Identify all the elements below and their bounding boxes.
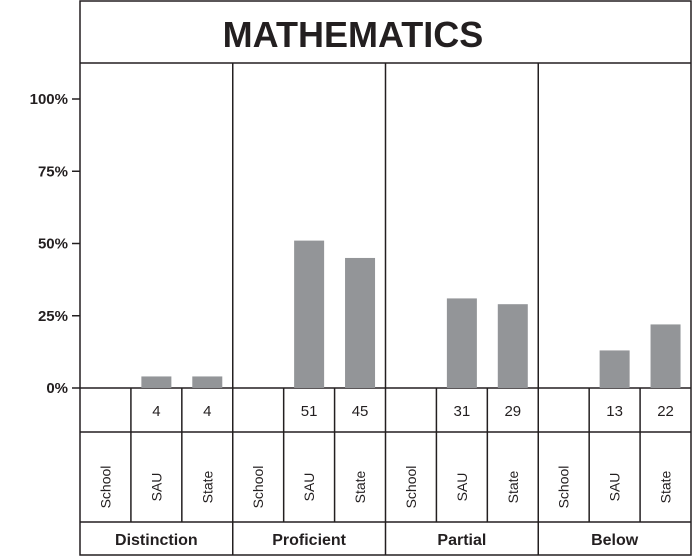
subcategory-label: SAU bbox=[301, 473, 317, 502]
subcategory-label: State bbox=[505, 470, 521, 503]
bar-proficient-sau bbox=[294, 240, 325, 388]
data-table: School 4 SAU 4 State Distinction School 51 SAU 45… bbox=[97, 63, 674, 555]
y-tick-label: 50% bbox=[38, 236, 68, 253]
data-label: 4 bbox=[203, 403, 211, 420]
category-label: Partial bbox=[437, 532, 486, 549]
subcategory-label: State bbox=[199, 470, 215, 503]
bar-below-sau bbox=[599, 350, 630, 388]
bar-partial-sau bbox=[446, 298, 477, 388]
plot-area bbox=[141, 240, 681, 388]
bar-distinction-sau bbox=[141, 376, 172, 388]
category-label: Below bbox=[591, 532, 639, 549]
subcategory-label: SAU bbox=[607, 473, 623, 502]
y-tick-label: 0% bbox=[46, 380, 68, 397]
bar-partial-state bbox=[497, 304, 528, 388]
subcategory-label: State bbox=[658, 470, 674, 503]
subcategory-label: State bbox=[352, 470, 368, 503]
category-label: Distinction bbox=[115, 532, 198, 549]
data-label: 31 bbox=[454, 403, 471, 420]
data-label: 22 bbox=[657, 403, 674, 420]
y-tick-label: 100% bbox=[30, 91, 68, 108]
data-label: 29 bbox=[504, 403, 521, 420]
bar-distinction-state bbox=[192, 376, 223, 388]
chart-title: MATHEMATICS bbox=[223, 14, 484, 55]
subcategory-label: School bbox=[556, 466, 572, 509]
data-label: 51 bbox=[301, 403, 318, 420]
subcategory-label: School bbox=[250, 466, 266, 509]
bar-proficient-state bbox=[345, 257, 376, 388]
subcategory-label: School bbox=[403, 466, 419, 509]
data-label: 45 bbox=[352, 403, 369, 420]
subcategory-label: SAU bbox=[148, 473, 164, 502]
subcategory-label: SAU bbox=[454, 473, 470, 502]
y-axis: 0% 25% 50% 75% 100% bbox=[30, 91, 80, 397]
y-tick-label: 75% bbox=[38, 163, 68, 180]
data-label: 4 bbox=[152, 403, 160, 420]
category-label: Proficient bbox=[272, 532, 346, 549]
y-tick-label: 25% bbox=[38, 308, 68, 325]
bar-below-state bbox=[650, 324, 681, 388]
data-label: 13 bbox=[606, 403, 623, 420]
subcategory-label: School bbox=[97, 466, 113, 509]
